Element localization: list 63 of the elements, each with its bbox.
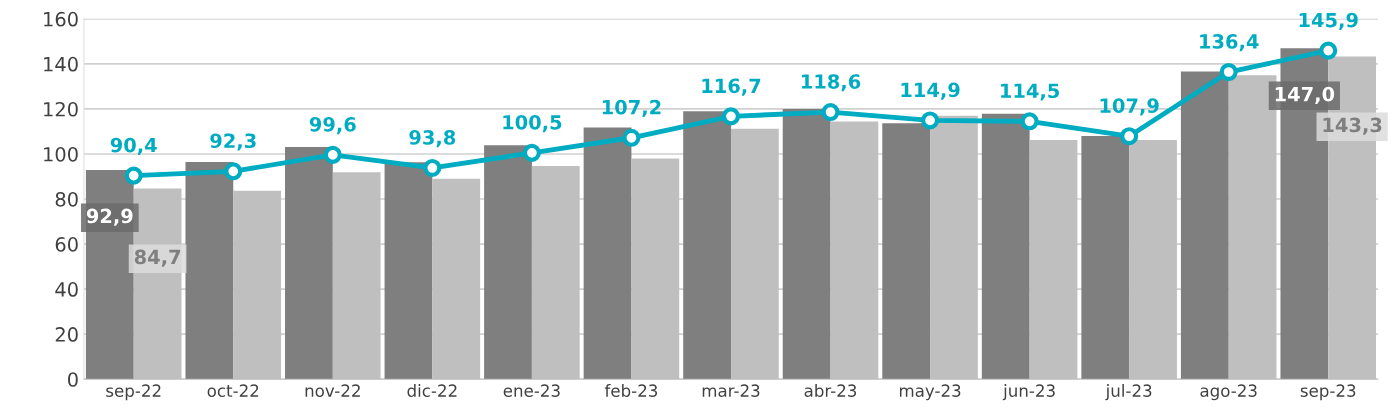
bar xyxy=(285,147,333,380)
point xyxy=(423,158,442,177)
y-tick-label: 160 xyxy=(44,11,78,27)
data-label: 114,5 xyxy=(1001,83,1060,101)
y-tick-label: 100 xyxy=(44,146,78,162)
data-label: 107,2 xyxy=(602,99,661,118)
data-label: 84,7 xyxy=(134,249,181,267)
y-tick-label: 140 xyxy=(44,56,78,72)
data-label: 93,8 xyxy=(409,130,456,148)
y-tick-label: 120 xyxy=(44,101,78,117)
point xyxy=(821,103,840,122)
x-tick-label: jul-23 xyxy=(1105,384,1152,401)
point xyxy=(622,128,641,147)
point xyxy=(522,143,541,162)
x-tick-label: nov-22 xyxy=(305,384,360,397)
data-label: 92,3 xyxy=(210,133,256,151)
data-label: 114,9 xyxy=(901,82,960,100)
point xyxy=(124,166,143,185)
data-label: 90,4 xyxy=(110,137,157,155)
bar xyxy=(384,162,433,380)
point xyxy=(1020,112,1039,131)
point xyxy=(921,111,940,130)
data-label: 92,9 xyxy=(86,208,133,226)
data-label: 118,6 xyxy=(801,74,861,92)
bar xyxy=(782,108,831,380)
point xyxy=(323,145,342,164)
data-label: 99,6 xyxy=(309,116,356,135)
x-tick-label: sep-22 xyxy=(106,384,161,401)
point xyxy=(1319,41,1338,60)
point xyxy=(1120,127,1139,146)
point xyxy=(224,162,243,181)
y-tick-label: 0 xyxy=(67,372,78,387)
x-tick-label: ago-23 xyxy=(1200,384,1257,401)
y-tick-label: 20 xyxy=(55,327,78,342)
bar xyxy=(484,145,532,380)
data-label: 136,4 xyxy=(1200,34,1259,52)
y-tick-label: 80 xyxy=(55,191,78,207)
point xyxy=(1219,62,1238,82)
x-tick-label: oct-22 xyxy=(207,384,259,397)
data-label: 147,0 xyxy=(1275,86,1335,104)
bar xyxy=(185,162,234,380)
x-tick-label: may-23 xyxy=(899,384,961,401)
x-tick-label: sep-23 xyxy=(1300,384,1356,401)
y-tick-label: 40 xyxy=(55,282,78,297)
bar xyxy=(683,111,731,380)
y-tick-label: 60 xyxy=(55,237,78,252)
x-tick-label: abr-23 xyxy=(804,384,857,397)
data-label: 107,9 xyxy=(1100,98,1159,116)
data-label: 116,7 xyxy=(702,78,761,96)
data-label: 143,3 xyxy=(1323,117,1382,135)
bar xyxy=(1081,135,1130,380)
x-tick-label: dic-22 xyxy=(407,384,457,397)
x-tick-label: feb-23 xyxy=(604,384,658,397)
x-tick-label: ene-23 xyxy=(503,384,560,397)
bar xyxy=(583,127,632,380)
bar xyxy=(981,113,1030,380)
point xyxy=(721,107,741,126)
bar xyxy=(882,123,931,380)
x-tick-label: jun-23 xyxy=(1002,384,1055,401)
bar xyxy=(1180,71,1229,380)
data-label: 100,5 xyxy=(503,114,562,133)
data-label: 145,9 xyxy=(1299,12,1358,30)
x-tick-label: mar-23 xyxy=(702,384,760,397)
